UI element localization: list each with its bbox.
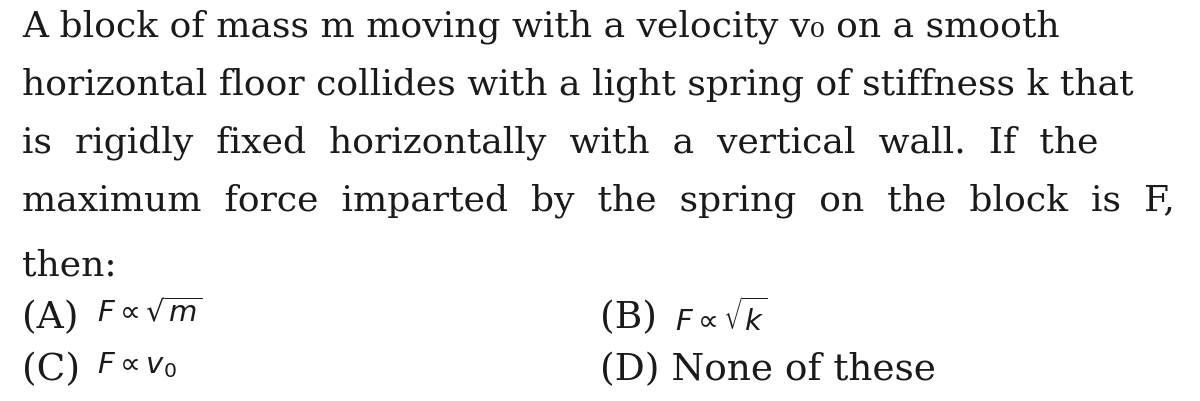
Text: $F \propto \sqrt{m}$: $F \propto \sqrt{m}$ [97,297,202,327]
Text: maximum  force  imparted  by  the  spring  on  the  block  is  F,: maximum force imparted by the spring on … [22,184,1175,218]
Text: A block of mass m moving with a velocity v₀ on a smooth: A block of mass m moving with a velocity… [22,10,1060,45]
Text: (B): (B) [600,299,658,335]
Text: (D) None of these: (D) None of these [600,351,936,387]
Text: (C): (C) [22,351,80,387]
Text: (A): (A) [22,299,78,335]
Text: horizontal floor collides with a light spring of stiffness k that: horizontal floor collides with a light s… [22,68,1134,102]
Text: $F \propto v_0$: $F \propto v_0$ [97,349,176,379]
Text: then:: then: [22,247,116,281]
Text: $F \propto \sqrt{k}$: $F \propto \sqrt{k}$ [674,297,768,336]
Text: is  rigidly  fixed  horizontally  with  a  vertical  wall.  If  the: is rigidly fixed horizontally with a ver… [22,126,1098,160]
